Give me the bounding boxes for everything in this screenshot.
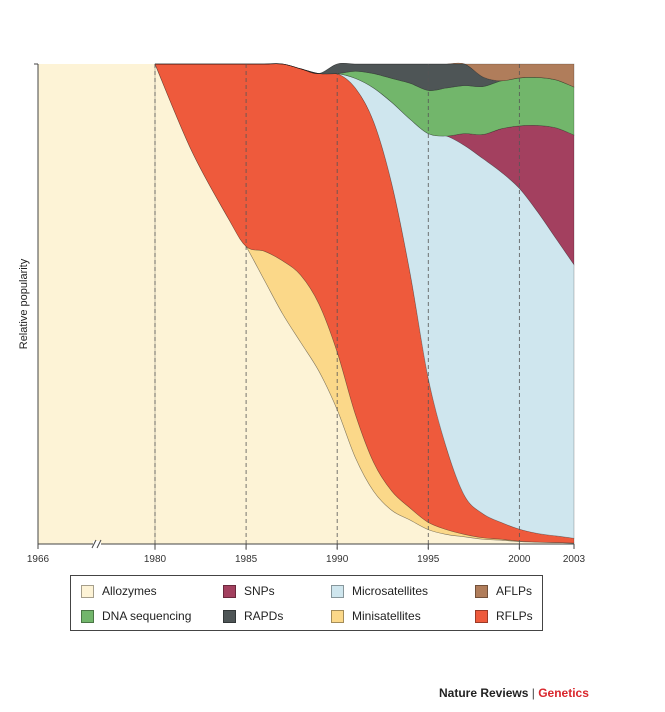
legend-item: Microsatellites	[331, 584, 428, 598]
allozymes-area-pre-1980	[38, 64, 155, 544]
x-tick-label: 2003	[563, 554, 586, 565]
legend-swatch	[81, 609, 94, 623]
legend-item: Allozymes	[81, 584, 157, 598]
legend: Allozymes SNPs Microsatellites AFLPs DNA seq…	[70, 575, 543, 631]
axis-break-mark	[96, 539, 102, 549]
legend-item: RFLPs	[475, 609, 533, 623]
legend-label: RFLPs	[496, 609, 533, 623]
legend-label: RAPDs	[244, 609, 284, 623]
legend-swatch	[223, 609, 236, 623]
gridlines	[154, 64, 520, 550]
legend-label: SNPs	[244, 584, 275, 598]
legend-item: RAPDs	[223, 609, 283, 623]
x-tick-label: 1985	[235, 554, 258, 565]
publication-name: Nature Reviews	[439, 686, 529, 700]
legend-label: Minisatellites	[352, 609, 421, 623]
legend-swatch	[331, 584, 344, 598]
legend-item: Minisatellites	[331, 609, 421, 623]
axis-break-gap	[93, 541, 101, 547]
legend-swatch	[331, 609, 344, 623]
x-tick-label: 1980	[144, 554, 167, 565]
legend-label: Allozymes	[102, 584, 157, 598]
legend-label: DNA sequencing	[102, 609, 192, 623]
x-tick-label: 1995	[417, 554, 440, 565]
legend-label: AFLPs	[496, 584, 533, 598]
credit-separator: |	[531, 686, 535, 700]
y-axis-label: Relative popularity	[18, 258, 30, 349]
aflps-area	[154, 62, 575, 88]
legend-item: DNA sequencing	[81, 609, 191, 623]
legend-swatch	[475, 584, 488, 598]
legend-item: AFLPs	[475, 584, 532, 598]
legend-swatch	[223, 584, 236, 598]
legend-swatch	[475, 609, 488, 623]
x-tick-label: 1966	[27, 554, 50, 565]
journal-credit: Nature Reviews | Genetics	[439, 686, 589, 700]
area-layers	[38, 62, 575, 545]
legend-label: Microsatellites	[352, 584, 429, 598]
legend-swatch	[81, 584, 94, 598]
axis-break-mark	[91, 539, 97, 549]
axes: 1966 1980 1985 1990 1995 2000 2003	[27, 63, 586, 565]
x-tick-label: 2000	[508, 554, 531, 565]
x-tick-label: 1990	[326, 554, 349, 565]
legend-item: SNPs	[223, 584, 275, 598]
section-name: Genetics	[538, 686, 589, 700]
